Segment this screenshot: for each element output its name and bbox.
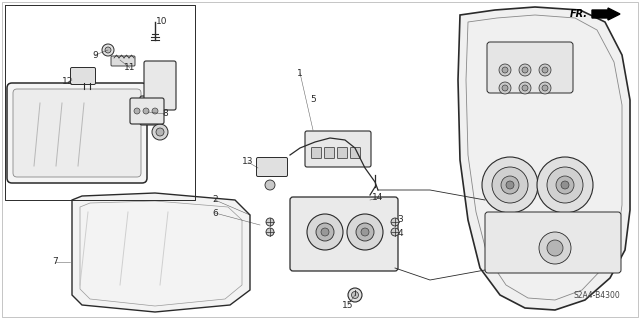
FancyBboxPatch shape (290, 197, 398, 271)
Circle shape (134, 108, 140, 114)
Circle shape (102, 44, 114, 56)
Text: 6: 6 (212, 209, 218, 218)
FancyBboxPatch shape (130, 98, 164, 124)
Circle shape (547, 240, 563, 256)
FancyBboxPatch shape (13, 89, 141, 177)
Circle shape (105, 47, 111, 53)
Text: 5: 5 (310, 95, 316, 105)
Circle shape (539, 64, 551, 76)
Polygon shape (72, 193, 250, 312)
Circle shape (539, 232, 571, 264)
Circle shape (499, 82, 511, 94)
FancyBboxPatch shape (312, 147, 321, 159)
Text: 11: 11 (124, 63, 136, 72)
FancyBboxPatch shape (337, 147, 348, 159)
Text: 7: 7 (52, 257, 58, 266)
Circle shape (391, 218, 399, 226)
Polygon shape (458, 7, 630, 310)
Circle shape (499, 64, 511, 76)
Text: 3: 3 (397, 216, 403, 225)
Text: 14: 14 (372, 194, 384, 203)
Circle shape (561, 181, 569, 189)
Circle shape (542, 85, 548, 91)
Circle shape (539, 82, 551, 94)
Text: 15: 15 (342, 300, 354, 309)
Text: 1: 1 (297, 69, 303, 78)
Circle shape (347, 214, 383, 250)
Circle shape (547, 167, 583, 203)
FancyBboxPatch shape (70, 68, 95, 85)
FancyBboxPatch shape (305, 131, 371, 167)
Circle shape (502, 67, 508, 73)
Circle shape (351, 292, 358, 299)
Circle shape (361, 228, 369, 236)
Circle shape (391, 228, 399, 236)
Circle shape (502, 85, 508, 91)
Circle shape (321, 228, 329, 236)
Circle shape (266, 228, 274, 236)
FancyBboxPatch shape (487, 42, 573, 93)
Circle shape (348, 288, 362, 302)
Circle shape (156, 128, 164, 136)
Circle shape (152, 124, 168, 140)
Text: 13: 13 (243, 158, 253, 167)
Text: 12: 12 (62, 78, 74, 86)
FancyBboxPatch shape (351, 147, 360, 159)
Circle shape (506, 181, 514, 189)
FancyBboxPatch shape (144, 61, 176, 110)
Circle shape (519, 64, 531, 76)
Circle shape (519, 82, 531, 94)
Circle shape (556, 176, 574, 194)
FancyBboxPatch shape (7, 83, 147, 183)
Circle shape (143, 108, 149, 114)
FancyBboxPatch shape (140, 96, 162, 125)
FancyBboxPatch shape (257, 158, 287, 176)
Circle shape (265, 180, 275, 190)
Circle shape (482, 157, 538, 213)
Circle shape (501, 176, 519, 194)
Text: FR.: FR. (570, 9, 588, 19)
FancyBboxPatch shape (111, 56, 135, 66)
Circle shape (356, 223, 374, 241)
Text: 10: 10 (156, 18, 168, 26)
Circle shape (522, 85, 528, 91)
FancyBboxPatch shape (485, 212, 621, 273)
Text: 4: 4 (397, 228, 403, 238)
Circle shape (307, 214, 343, 250)
Circle shape (522, 67, 528, 73)
FancyBboxPatch shape (324, 147, 335, 159)
Circle shape (492, 167, 528, 203)
Text: S2A4-B4300: S2A4-B4300 (573, 291, 620, 300)
Circle shape (316, 223, 334, 241)
Circle shape (542, 67, 548, 73)
Text: 8: 8 (162, 109, 168, 118)
Text: 2: 2 (212, 196, 218, 204)
Circle shape (266, 218, 274, 226)
FancyArrow shape (592, 8, 620, 20)
Text: 9: 9 (92, 50, 98, 60)
Circle shape (152, 108, 158, 114)
Circle shape (537, 157, 593, 213)
